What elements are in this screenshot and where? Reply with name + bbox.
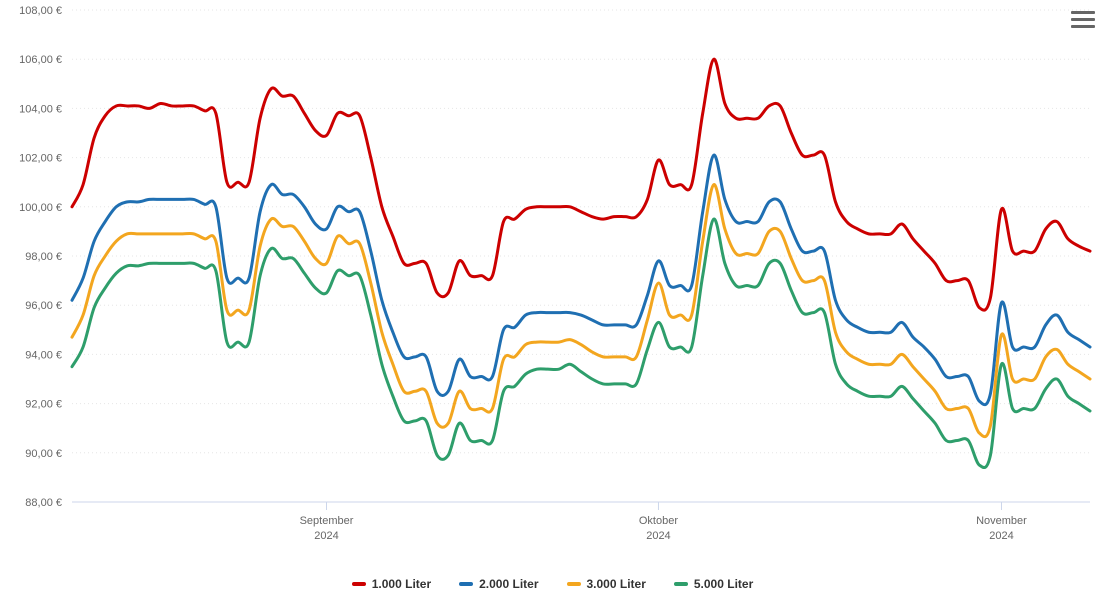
- legend-swatch: [459, 582, 473, 586]
- x-tick-label: Oktober: [639, 515, 678, 527]
- y-tick-label: 100,00 €: [19, 202, 62, 214]
- y-tick-label: 98,00 €: [25, 251, 62, 263]
- x-tick-label: November: [976, 515, 1027, 527]
- y-tick-label: 92,00 €: [25, 399, 62, 411]
- legend-item[interactable]: 5.000 Liter: [674, 577, 753, 591]
- y-tick-label: 106,00 €: [19, 54, 62, 66]
- x-tick-year: 2024: [646, 530, 670, 542]
- legend-swatch: [567, 582, 581, 586]
- x-tick-year: 2024: [989, 530, 1013, 542]
- legend-label: 5.000 Liter: [694, 577, 753, 591]
- y-tick-label: 94,00 €: [25, 349, 62, 361]
- legend: 1.000 Liter 2.000 Liter 3.000 Liter 5.000 L…: [0, 577, 1105, 591]
- legend-label: 2.000 Liter: [479, 577, 538, 591]
- x-tick-year: 2024: [314, 530, 338, 542]
- legend-label: 3.000 Liter: [587, 577, 646, 591]
- y-tick-label: 90,00 €: [25, 448, 62, 460]
- y-tick-label: 108,00 €: [19, 5, 62, 17]
- legend-swatch: [352, 582, 366, 586]
- legend-item[interactable]: 1.000 Liter: [352, 577, 431, 591]
- y-tick-label: 96,00 €: [25, 300, 62, 312]
- series-line[interactable]: [72, 155, 1090, 405]
- legend-item[interactable]: 2.000 Liter: [459, 577, 538, 591]
- chart-canvas: 88,00 € 90,00 € 92,00 € 94,00 € 96,00 € 98,00…: [0, 0, 1105, 603]
- price-chart: 88,00 € 90,00 € 92,00 € 94,00 € 96,00 € 98,00…: [0, 0, 1105, 603]
- series-line[interactable]: [72, 185, 1090, 437]
- x-tick-label: September: [300, 515, 354, 527]
- chart-menu-button[interactable]: [1069, 6, 1097, 32]
- legend-label: 1.000 Liter: [372, 577, 431, 591]
- legend-swatch: [674, 582, 688, 586]
- hamburger-icon: [1071, 11, 1095, 14]
- y-tick-label: 104,00 €: [19, 103, 62, 115]
- legend-item[interactable]: 3.000 Liter: [567, 577, 646, 591]
- y-tick-label: 102,00 €: [19, 153, 62, 165]
- y-tick-label: 88,00 €: [25, 497, 62, 509]
